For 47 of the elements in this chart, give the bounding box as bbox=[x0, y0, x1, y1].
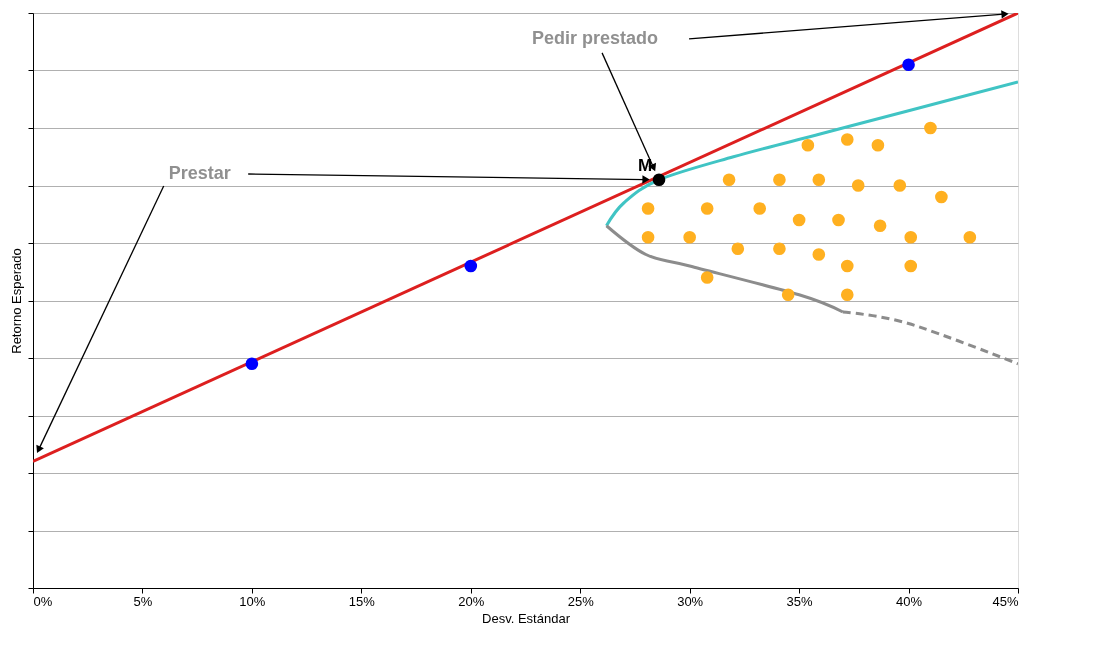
y-axis-title: Retorno Esperado bbox=[9, 248, 24, 354]
point bbox=[700, 202, 714, 215]
x-tick-label: 45% bbox=[992, 593, 1019, 609]
point bbox=[904, 230, 918, 244]
x-tick-label: 20% bbox=[458, 593, 485, 609]
point bbox=[840, 259, 854, 273]
point bbox=[245, 357, 259, 371]
point bbox=[924, 121, 937, 135]
annotation: M bbox=[637, 155, 653, 175]
point bbox=[683, 230, 696, 244]
point bbox=[773, 242, 786, 256]
x-tick-label: 25% bbox=[567, 593, 595, 609]
point bbox=[722, 173, 736, 187]
point bbox=[904, 259, 918, 273]
point bbox=[840, 288, 854, 302]
point bbox=[641, 202, 655, 215]
annotation: Pedir prestado bbox=[532, 27, 659, 48]
x-tick-label: 35% bbox=[786, 593, 814, 609]
point bbox=[963, 230, 977, 244]
x-tick-label: 40% bbox=[896, 593, 923, 609]
x-tick-label: 15% bbox=[348, 593, 376, 609]
point bbox=[935, 190, 948, 204]
x-tick-label: 10% bbox=[239, 593, 266, 609]
x-tick-label: 0% bbox=[33, 593, 53, 609]
point bbox=[641, 230, 655, 244]
point bbox=[851, 179, 865, 192]
point bbox=[812, 248, 826, 261]
point bbox=[792, 213, 806, 227]
point bbox=[893, 179, 907, 192]
point bbox=[781, 288, 795, 302]
point bbox=[731, 242, 745, 256]
point bbox=[700, 271, 714, 284]
point bbox=[840, 133, 854, 146]
annotation: Prestar bbox=[168, 163, 231, 183]
x-axis-title: Desv. Estándar bbox=[482, 610, 571, 626]
point bbox=[464, 259, 478, 273]
point bbox=[902, 58, 915, 72]
x-tick-label: 5% bbox=[133, 593, 153, 609]
point bbox=[773, 173, 786, 187]
x-tick-label: 30% bbox=[677, 593, 704, 609]
point bbox=[873, 219, 887, 233]
point bbox=[753, 202, 767, 215]
point bbox=[871, 138, 885, 152]
point bbox=[652, 173, 666, 187]
point bbox=[801, 138, 815, 152]
point bbox=[832, 213, 845, 227]
point bbox=[812, 173, 826, 187]
